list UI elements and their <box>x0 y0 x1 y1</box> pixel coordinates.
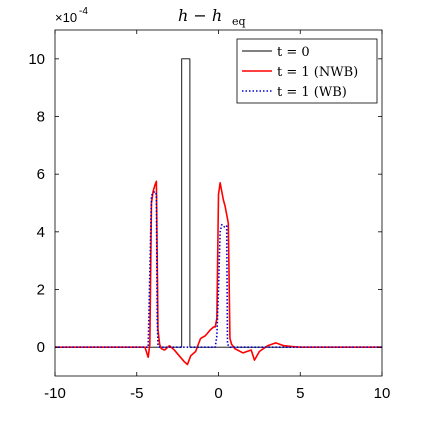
y-tick-label: 10 <box>28 51 45 68</box>
chart-title: h − h eq <box>178 6 246 28</box>
legend: t = 0 t = 1 (NWB) t = 1 (WB) <box>236 38 378 104</box>
legend-label-1: t = 0 <box>277 45 310 60</box>
x-tick-label: 5 <box>296 385 304 402</box>
y-tick-label: 6 <box>37 166 45 183</box>
x-tick-label: 0 <box>214 385 222 402</box>
x-tick-label: -5 <box>130 385 143 402</box>
y-scale-factor: ×10 -4 <box>55 6 88 25</box>
y-scale-exponent: -4 <box>79 6 88 17</box>
legend-label-3: t = 1 (WB) <box>277 85 347 100</box>
y-tick-label: 4 <box>37 224 45 241</box>
series-layer <box>55 58 382 366</box>
y-tick-label: 8 <box>37 109 45 126</box>
chart-title-main: h − h <box>178 6 222 25</box>
chart-title-subscript: eq <box>232 15 246 28</box>
ticks-layer: -10 -5 0 5 10 0 2 4 6 8 10 <box>28 30 390 402</box>
y-tick-label: 0 <box>37 339 45 356</box>
x-tick-label: 10 <box>374 385 391 402</box>
y-tick-label: 2 <box>37 282 45 299</box>
y-scale-base: ×10 <box>55 10 77 25</box>
x-tick-label: -10 <box>44 385 66 402</box>
legend-label-2: t = 1 (NWB) <box>277 65 358 80</box>
legend-box <box>236 38 378 104</box>
series-line-3 <box>55 190 382 348</box>
series-line-2 <box>55 180 382 366</box>
